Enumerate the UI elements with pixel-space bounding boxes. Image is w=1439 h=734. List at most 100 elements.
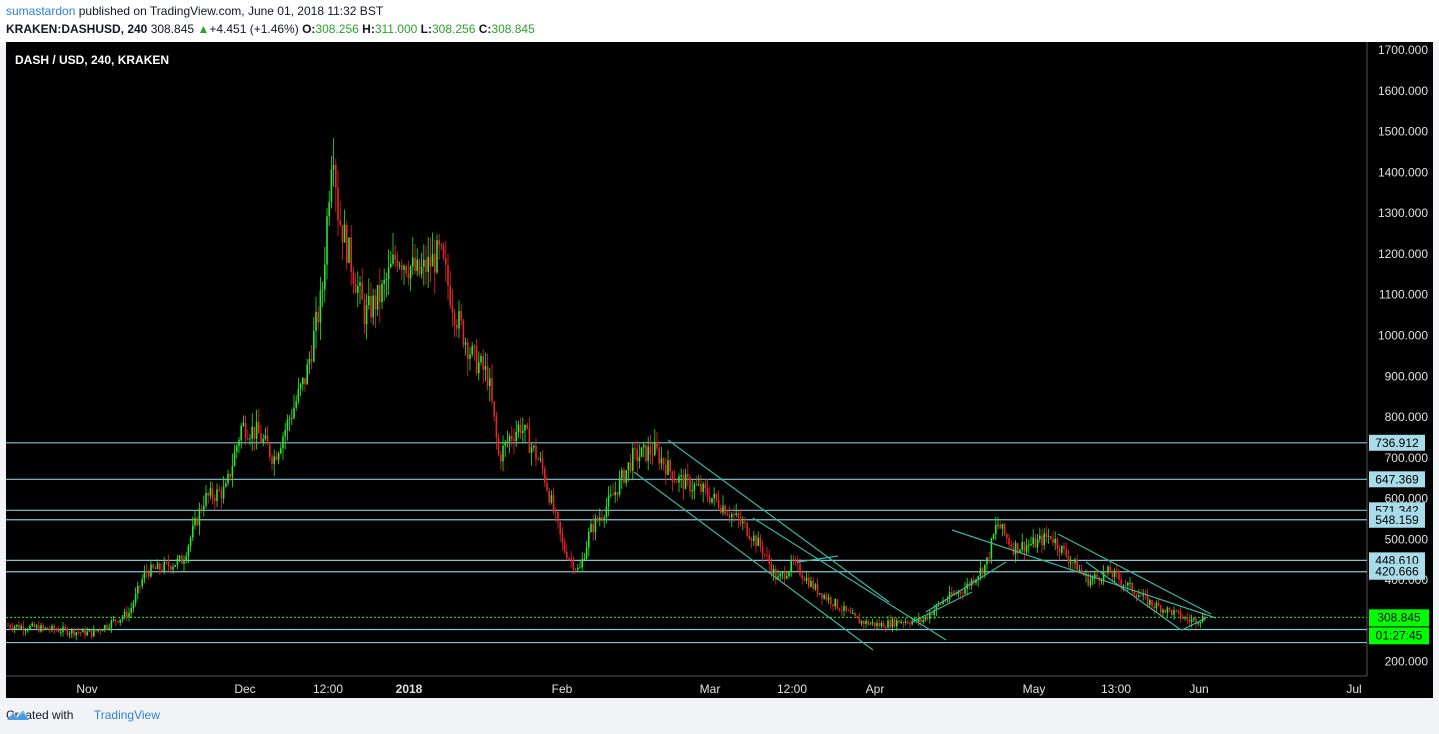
candle-body <box>1199 621 1202 624</box>
close-value: 308.845 <box>491 22 535 36</box>
candle-body <box>671 471 674 482</box>
candle-body <box>986 557 988 565</box>
candle-body <box>590 523 592 533</box>
candle-body <box>1047 535 1050 537</box>
y-tick-label: 1700.000 <box>1378 43 1428 57</box>
candle-body <box>90 630 93 637</box>
candle-body <box>834 599 836 607</box>
candle-body <box>742 521 744 524</box>
candle-body <box>44 627 47 629</box>
open-label: O: <box>302 22 316 36</box>
candle-body <box>170 566 172 570</box>
candle-body <box>480 356 482 363</box>
candle-body <box>57 630 60 633</box>
candle-body <box>601 517 603 519</box>
candle-body <box>731 514 733 518</box>
candle-body <box>662 458 665 465</box>
y-tick-label: 1000.000 <box>1378 329 1428 343</box>
candle-body <box>700 483 702 492</box>
x-tick-label: Nov <box>76 682 97 696</box>
candle-body <box>572 559 575 570</box>
candle-body <box>288 418 291 420</box>
candle-body <box>29 625 31 630</box>
candle-body <box>139 585 141 587</box>
candle-body <box>944 600 946 602</box>
candle-body <box>792 560 795 562</box>
candle-body <box>981 568 984 574</box>
chart-area[interactable]: DASH / USD, 240, KRAKEN 1700.000 1600.000 1… <box>6 42 1433 698</box>
candle-body <box>211 488 214 499</box>
symbol-label: KRAKEN:DASHUSD, 240 <box>6 22 148 36</box>
candle-body <box>368 296 370 306</box>
candle-body <box>757 537 759 546</box>
candle-body <box>284 429 286 437</box>
price-chart[interactable]: DASH / USD, 240, KRAKEN 1700.000 1600.000 1… <box>6 42 1433 698</box>
candle-body <box>882 622 885 628</box>
candle-body <box>315 311 317 331</box>
candle-body <box>990 538 993 559</box>
candle-body <box>786 576 788 579</box>
candle-body <box>698 483 700 485</box>
candle-body <box>229 473 231 477</box>
candle-body <box>460 310 462 321</box>
level-tag-label: 647.369 <box>1375 472 1419 486</box>
candle-body <box>420 266 423 275</box>
candle-body <box>453 312 456 325</box>
tradingview-link[interactable]: TradingView <box>93 708 160 722</box>
candle-body <box>209 488 212 496</box>
candle-body <box>689 477 691 492</box>
candle-body <box>669 460 671 472</box>
candle-body <box>198 508 201 526</box>
open-value: 308.256 <box>315 22 359 36</box>
candle-body <box>904 621 907 623</box>
candle-body <box>764 554 766 556</box>
candle-body <box>445 257 447 266</box>
candle-body <box>508 436 511 442</box>
candle-body <box>341 224 344 243</box>
author-link[interactable]: sumastardon <box>6 4 76 18</box>
candle-body <box>1118 573 1120 580</box>
candle-body <box>464 342 467 345</box>
candle-body <box>827 597 830 600</box>
candle-body <box>713 493 715 499</box>
candle-body <box>876 623 878 627</box>
candle-body <box>1063 545 1065 549</box>
candle-body <box>636 448 638 462</box>
candle-body <box>416 259 418 271</box>
candle-body <box>583 558 586 560</box>
candle-body <box>638 456 641 462</box>
candle-body <box>1036 539 1039 548</box>
candle-body <box>183 561 185 564</box>
candle-body <box>750 538 753 541</box>
candle-body <box>647 446 649 461</box>
candle-body <box>18 624 20 629</box>
candle-body <box>777 576 779 580</box>
candle-body <box>1131 582 1133 592</box>
publish-info: published on TradingView.com, June 01, 2… <box>78 4 384 18</box>
candle-body <box>165 561 168 563</box>
candle-body <box>588 532 590 548</box>
candle-body <box>739 518 742 524</box>
candle-body <box>546 482 548 491</box>
candle-body <box>530 447 533 453</box>
candle-body <box>412 257 414 267</box>
candle-body <box>1171 609 1173 615</box>
candle-body <box>623 470 625 483</box>
candle-body <box>869 623 872 625</box>
candle-body <box>1133 591 1136 595</box>
candle-body <box>924 616 927 620</box>
candle-body <box>887 620 889 628</box>
candle-body <box>493 401 495 417</box>
candle-body <box>535 445 537 460</box>
x-tick-label: Apr <box>866 682 885 696</box>
publish-line: sumastardon published on TradingView.com… <box>6 4 383 18</box>
high-value: 311.000 <box>374 22 418 36</box>
candle-body <box>220 490 223 499</box>
candle-body <box>233 451 236 467</box>
candle-body <box>471 345 473 355</box>
candle-body <box>684 474 687 490</box>
price-axis <box>1367 42 1433 698</box>
candle-body <box>728 515 731 518</box>
candle-body <box>1182 618 1184 620</box>
candle-body <box>781 572 784 574</box>
